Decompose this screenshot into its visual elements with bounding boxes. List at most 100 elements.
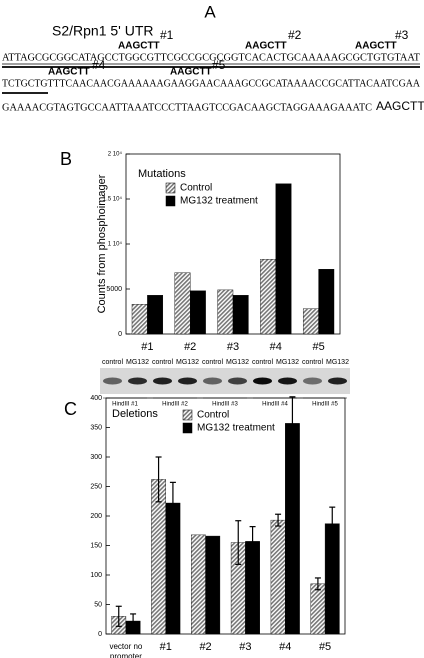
- y-tick-label: 0: [98, 631, 102, 638]
- legend-swatch: [182, 409, 193, 421]
- panel-letter: A: [204, 2, 216, 21]
- legend-label: MG132 treatment: [197, 423, 275, 434]
- sequence-line: ATTAGCGCGGCATAGCCTGGCGTTCGCCGCGCGGTCACAC…: [2, 52, 420, 63]
- y-tick-label: 1 10⁴: [108, 241, 123, 248]
- group-label: HindIII #4: [262, 402, 288, 408]
- lane-label: MG132: [276, 359, 299, 366]
- bar: [151, 479, 166, 635]
- bar: [147, 295, 164, 335]
- bar: [275, 183, 292, 335]
- y-tick-label: 150: [90, 542, 102, 549]
- sequence-line: GAAAACGTAGTGCCAATTAAATCCCTTAAGTCCGACAAGC…: [2, 102, 372, 113]
- y-tick-label: 200: [90, 513, 102, 520]
- error-bar: [130, 613, 137, 629]
- gel-band: [253, 377, 272, 385]
- gel-band: [203, 377, 222, 385]
- chart-title: Mutations: [138, 168, 186, 180]
- bar: [205, 535, 221, 635]
- site-label: #3: [395, 28, 409, 42]
- lane-label: control: [252, 359, 273, 366]
- lane-label: control: [102, 359, 123, 366]
- lane-label: control: [202, 359, 223, 366]
- error-bar: [249, 526, 256, 557]
- sequence-line: TCTGCTGTTTCAACAACGAAAAAAGAAGGAACAAAGCCGC…: [2, 78, 421, 89]
- bar: [131, 304, 148, 335]
- x-tick-label: #1: [159, 641, 172, 653]
- gel-band: [278, 377, 297, 385]
- group-label: HindIII #3: [212, 402, 238, 408]
- y-tick-label: 300: [90, 454, 102, 461]
- x-tick-label: #4: [279, 641, 292, 653]
- bar: [217, 289, 234, 335]
- legend-label: Control: [197, 410, 229, 421]
- lane-label: MG132: [126, 359, 149, 366]
- bar: [310, 583, 326, 635]
- error-bar: [155, 456, 162, 503]
- lane-label: MG132: [326, 359, 349, 366]
- error-bar: [289, 396, 296, 451]
- x-tick-label: #2: [199, 641, 212, 653]
- y-tick-label: 1.5 10⁴: [103, 196, 123, 203]
- site-label: #5: [212, 58, 226, 72]
- x-tick-label: vector no promoter: [109, 642, 143, 658]
- x-tick-label: #1: [141, 341, 154, 353]
- gel-band: [328, 377, 347, 385]
- y-axis-label: Counts from phosphoimager: [96, 174, 108, 313]
- site-label: #2: [288, 28, 302, 42]
- end-site: AAGCTT: [376, 99, 424, 113]
- gel-band: [228, 377, 247, 385]
- error-bar: [329, 506, 336, 541]
- bar: [285, 423, 300, 635]
- y-tick-label: 250: [90, 483, 102, 490]
- site-sequence: AAGCTT: [355, 41, 397, 52]
- lane-label: control: [152, 359, 173, 366]
- error-bar: [235, 520, 242, 565]
- bar: [260, 259, 276, 335]
- gel-band: [178, 377, 197, 385]
- group-label: HindIII #1: [112, 402, 138, 408]
- site-sequence: AAGCTT: [170, 67, 212, 78]
- error-bar: [115, 605, 122, 627]
- y-tick-label: 100: [90, 572, 102, 579]
- bar: [191, 534, 206, 635]
- y-tick-label: 2 10⁴: [108, 151, 123, 158]
- panel-letter: C: [64, 399, 77, 419]
- group-label: HindIII #5: [312, 402, 338, 408]
- site-sequence: AAGCTT: [48, 67, 90, 78]
- error-bar: [169, 481, 176, 525]
- lane-label: control: [302, 359, 323, 366]
- legend-swatch: [182, 422, 193, 434]
- error-bar: [314, 577, 321, 591]
- site-sequence: AAGCTT: [245, 41, 287, 52]
- bar: [189, 290, 206, 335]
- x-tick-label: #4: [269, 341, 282, 353]
- y-tick-label: 50: [94, 601, 102, 608]
- gel-band: [303, 377, 322, 385]
- legend-swatch: [165, 182, 176, 194]
- x-tick-label: #5: [312, 341, 325, 353]
- gel-band: [128, 377, 147, 385]
- panel-letter: B: [60, 149, 72, 169]
- site-label: #1: [160, 28, 174, 42]
- gel-band: [153, 377, 172, 385]
- x-tick-label: #5: [318, 641, 332, 653]
- y-tick-label: 400: [90, 395, 102, 402]
- x-tick-label: #3: [226, 341, 240, 353]
- group-label: HindIII #2: [162, 402, 188, 408]
- bar: [232, 295, 249, 335]
- chart-title: Deletions: [112, 408, 158, 420]
- bar: [302, 308, 319, 335]
- bar: [270, 519, 286, 635]
- site-label: #4: [92, 58, 106, 72]
- legend-label: Control: [180, 183, 212, 194]
- legend-swatch: [165, 195, 176, 207]
- bar: [318, 269, 335, 335]
- y-tick-label: 0: [118, 331, 122, 338]
- x-tick-label: #3: [239, 641, 252, 653]
- y-tick-label: 5000: [106, 286, 122, 293]
- lane-label: MG132: [226, 359, 249, 366]
- bar: [174, 272, 191, 335]
- legend-label: MG132 treatment: [180, 196, 258, 207]
